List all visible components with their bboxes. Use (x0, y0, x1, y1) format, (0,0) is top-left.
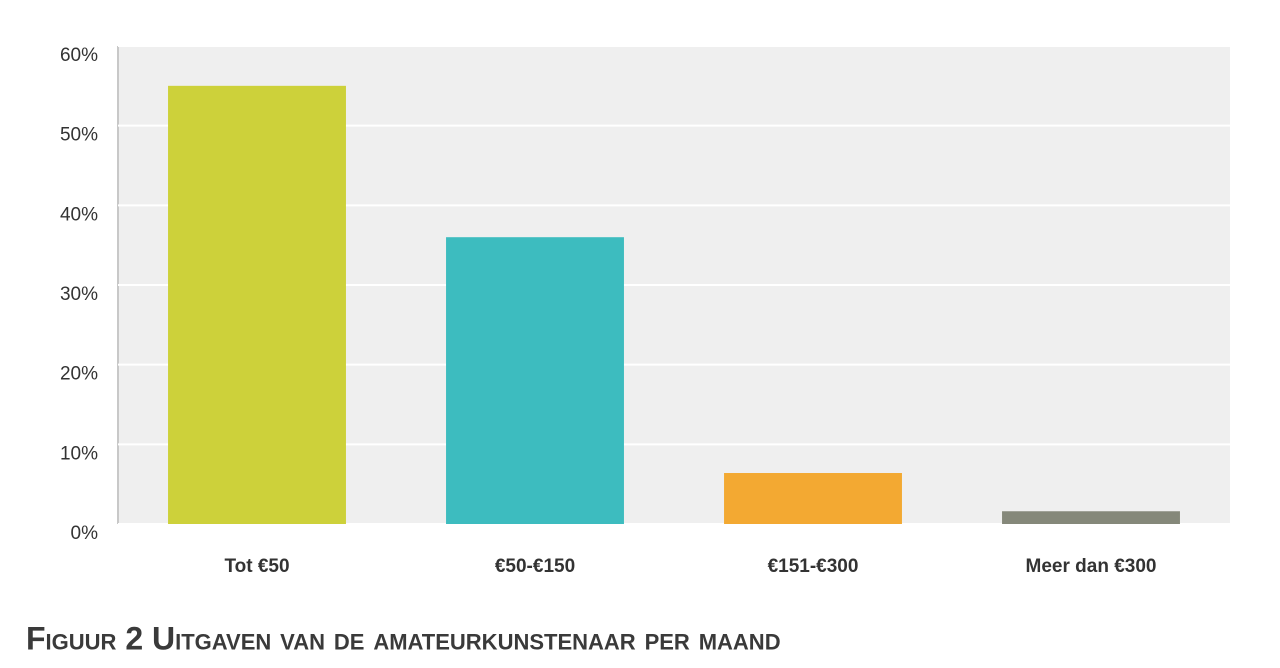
x-tick-label: Tot €50 (224, 556, 289, 577)
x-tick-label: €50-€150 (495, 556, 575, 577)
bar (446, 237, 624, 524)
x-tick-label: €151-€300 (768, 556, 859, 577)
chart-caption: Figuur 2 Uitgaven van de amateurkunstena… (26, 620, 781, 656)
bar (168, 85, 346, 524)
bar (1002, 511, 1180, 524)
y-tick-label: 50% (60, 125, 98, 146)
y-tick-label: 60% (60, 45, 98, 66)
x-tick-label: Meer dan €300 (1026, 556, 1157, 577)
y-tick-label: 0% (71, 523, 99, 544)
y-tick-label: 40% (60, 204, 98, 225)
y-tick-label: 20% (60, 364, 98, 385)
bar (724, 473, 902, 524)
y-tick-label: 10% (60, 443, 98, 464)
y-tick-label: 30% (60, 284, 98, 305)
